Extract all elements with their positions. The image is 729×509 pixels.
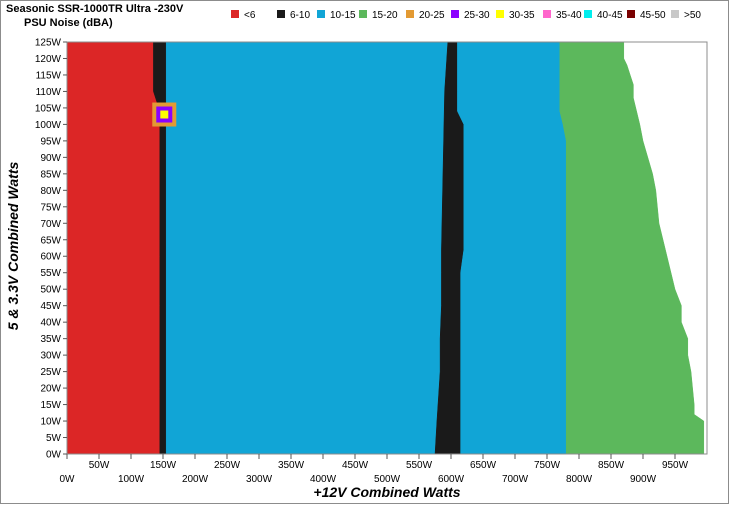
x-tick-label: 100W [118,474,145,485]
x-tick-label: 950W [662,460,689,471]
y-tick-label: 10W [40,417,61,428]
y-tick-label: 110W [36,87,62,98]
x-tick-label: 400W [310,474,337,485]
y-tick-label: 90W [40,153,61,164]
legend-label: 40-45 [597,10,623,21]
legend-label: 45-50 [640,10,666,21]
x-tick-label: 200W [182,474,209,485]
legend-swatch [543,10,551,18]
y-axis-ticks: 125W 120W 115W 110W 105W 100W 95W 90W 85W 80W 75W 7… [35,38,67,461]
legend-swatch [359,10,367,18]
legend-swatch [317,10,325,18]
y-tick-label: 30W [40,351,61,362]
x-axis-ticks: 50W 150W 250W 350W 450W 550W 650W 750W 850W 950W 0… [60,454,689,485]
x-tick-label: 450W [342,460,369,471]
y-tick-label: 115W [36,70,62,81]
y-tick-label: 35W [40,334,61,345]
y-axis-label: 5 & 3.3V Combined Watts [5,162,21,331]
legend-label: >50 [684,10,701,21]
legend-label: 30-35 [509,10,535,21]
x-tick-label: 250W [214,460,241,471]
x-tick-label: 900W [630,474,657,485]
legend-label: <6 [244,10,256,21]
legend-swatch [496,10,504,18]
legend-label: 25-30 [464,10,490,21]
y-tick-label: 105W [35,103,62,114]
y-tick-label: 100W [35,120,62,131]
x-tick-label: 300W [246,474,273,485]
legend-swatch [406,10,414,18]
x-tick-label: 850W [598,460,625,471]
y-tick-label: 125W [35,38,62,49]
x-tick-label: 750W [534,460,561,471]
y-tick-label: 15W [40,400,61,411]
legend-swatch [671,10,679,18]
band-below-6 [66,41,161,455]
legend-swatch [231,10,239,18]
y-tick-label: 85W [40,169,61,180]
y-tick-label: 0W [46,450,62,461]
y-tick-label: 60W [40,252,61,263]
x-tick-label: 550W [406,460,433,471]
x-tick-label: 800W [566,474,593,485]
x-tick-label: 350W [278,460,305,471]
y-tick-label: 50W [40,285,61,296]
band-15-20 [559,41,705,455]
legend-label: 10-15 [330,10,356,21]
y-tick-label: 20W [40,384,61,395]
x-tick-label: 700W [502,474,529,485]
legend-swatch [627,10,635,18]
legend-label: 20-25 [419,10,445,21]
x-tick-label: 150W [150,460,177,471]
hotspot-cell-2 [160,110,169,119]
y-tick-label: 45W [40,301,61,312]
band-10-15-right [457,41,567,455]
x-axis-label: +12V Combined Watts [313,484,460,500]
y-tick-label: 70W [40,219,61,230]
legend-swatch [584,10,592,18]
band-10-15-left [165,41,449,455]
legend-swatch [451,10,459,18]
y-tick-label: 120W [35,54,62,65]
y-tick-label: 95W [40,136,61,147]
legend-label: 35-40 [556,10,582,21]
x-tick-label: 650W [470,460,497,471]
y-tick-label: 25W [40,367,61,378]
y-tick-label: 75W [40,202,61,213]
chart-title: Seasonic SSR-1000TR Ultra -230V [6,3,184,15]
legend-label: 6-10 [290,10,310,21]
x-tick-label: 0W [60,474,76,485]
x-tick-label: 600W [438,474,465,485]
chart-subtitle: PSU Noise (dBA) [24,17,113,29]
x-tick-label: 50W [89,460,110,471]
y-tick-label: 5W [46,433,62,444]
plot-area [66,41,705,455]
y-tick-label: 40W [40,318,61,329]
legend-label: 15-20 [372,10,398,21]
legend: <6 6-10 10-15 15-20 20-25 25-30 30-35 35-40 40-4… [231,10,701,21]
x-tick-label: 500W [374,474,401,485]
y-tick-label: 80W [40,186,61,197]
y-tick-label: 55W [40,268,61,279]
y-tick-label: 65W [40,235,61,246]
legend-swatch [277,10,285,18]
